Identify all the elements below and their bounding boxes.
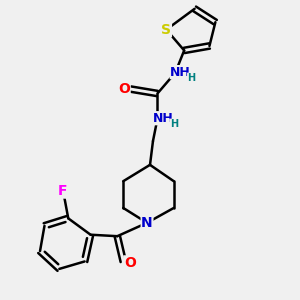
Text: O: O — [118, 82, 130, 96]
Text: F: F — [58, 184, 67, 198]
Text: NH: NH — [152, 112, 173, 125]
Text: H: H — [170, 119, 178, 129]
Text: N: N — [141, 216, 153, 230]
Text: H: H — [188, 73, 196, 83]
Text: O: O — [124, 256, 136, 270]
Text: NH: NH — [170, 66, 191, 79]
Text: S: S — [161, 22, 171, 37]
